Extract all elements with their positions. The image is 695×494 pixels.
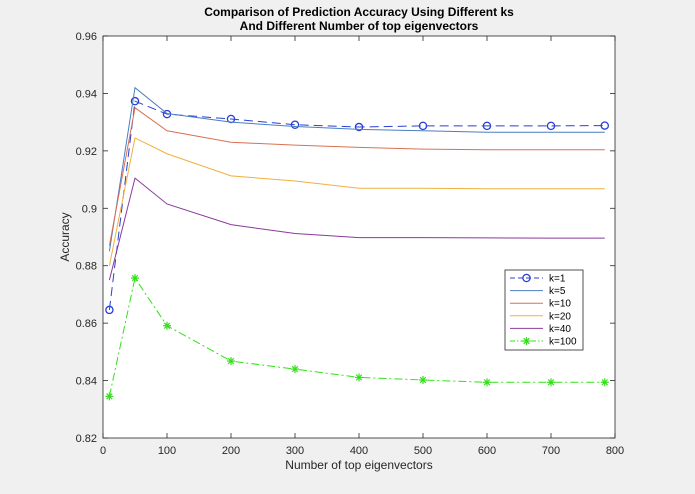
series-line-k-10: [108, 106, 605, 246]
data-point-k-100: [600, 378, 609, 387]
chart-title-line-2: And Different Number of top eigenvectors: [240, 19, 479, 33]
data-point-k-100: [163, 321, 171, 330]
data-point-k-1: [290, 120, 300, 129]
legend-item-k-100: k=100: [510, 337, 577, 348]
data-point-k-1: [130, 96, 140, 106]
x-tick-label: 0: [100, 445, 106, 457]
series-k-5: [108, 86, 605, 252]
legend-marker: [522, 337, 531, 345]
x-tick-label: 300: [286, 445, 304, 457]
data-point-k-100: [355, 373, 363, 382]
series-line-k-40: [108, 177, 605, 281]
series-k-40: [108, 177, 605, 281]
x-tick-label: 600: [478, 445, 496, 457]
legend-label: k=20: [549, 311, 571, 322]
y-tick-label: 0.96: [76, 31, 97, 43]
legend: k=1k=5 k=10k=20 k=40 k=100: [504, 269, 584, 351]
series-layer: [105, 86, 610, 401]
x-axis-label: Number of top eigenvectors: [285, 458, 432, 472]
x-tick-label: 400: [350, 445, 368, 457]
legend-item-k-5: k=5: [510, 286, 566, 297]
data-point-k-1: [354, 122, 364, 132]
y-tick-label: 0.82: [76, 433, 97, 445]
y-tick-label: 0.88: [76, 261, 97, 273]
data-point-k-100: [131, 274, 139, 283]
y-tick-label: 0.94: [76, 88, 97, 100]
data-point-k-100: [227, 357, 235, 366]
y-axis-label: Accuracy: [58, 212, 72, 261]
legend-label: k=10: [549, 299, 571, 310]
data-point-k-100: [547, 378, 555, 387]
x-tick-label: 100: [158, 445, 176, 457]
data-point-k-1: [546, 121, 556, 131]
x-tick-label: 700: [542, 445, 560, 457]
axes-background: [103, 36, 615, 438]
legend-label: k=1: [549, 274, 566, 285]
legend-item-k-1: k=1: [510, 274, 566, 285]
x-tick-label: 500: [414, 445, 432, 457]
series-k-20: [108, 137, 605, 266]
y-tick-label: 0.92: [76, 146, 97, 158]
legend-item-k-10: k=10: [510, 299, 571, 310]
series-line-k-100: [108, 276, 605, 397]
data-point-k-100: [105, 392, 114, 401]
legend-label: k=100: [549, 337, 577, 348]
series-k-1: [105, 96, 610, 315]
data-point-k-1: [418, 121, 428, 131]
series-k-10: [108, 106, 605, 246]
legend-marker: [522, 273, 531, 283]
data-point-k-1: [105, 305, 114, 315]
data-point-k-1: [600, 121, 610, 130]
axes-box: [102, 35, 616, 439]
legend-label: k=40: [549, 324, 571, 335]
chart-title-line-1: Comparison of Prediction Accuracy Using …: [204, 5, 514, 19]
y-tick-label: 0.84: [76, 376, 97, 388]
data-point-k-100: [419, 375, 427, 384]
legend-item-k-20: k=20: [510, 311, 571, 322]
x-tick-label: 200: [222, 445, 240, 457]
y-tick-label: 0.9: [82, 203, 97, 215]
series-line-k-1: [108, 100, 605, 310]
legend-item-k-40: k=40: [510, 324, 571, 335]
y-tick-label: 0.86: [76, 318, 97, 330]
x-tick-label: 800: [606, 445, 624, 457]
data-point-k-100: [291, 365, 299, 374]
data-point-k-1: [482, 121, 492, 131]
series-line-k-5: [108, 86, 605, 252]
series-k-100: [105, 274, 609, 401]
legend-label: k=5: [549, 286, 566, 297]
legend-box: [504, 269, 584, 351]
data-point-k-100: [483, 378, 491, 387]
series-line-k-20: [108, 137, 605, 266]
